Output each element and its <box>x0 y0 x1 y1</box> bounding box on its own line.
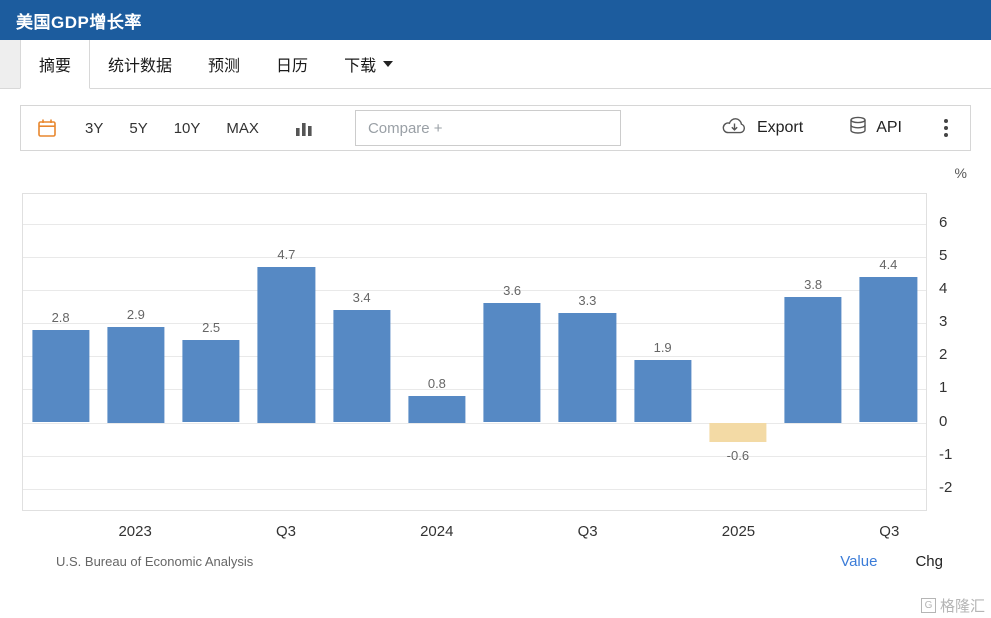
series-toggle: Value Chg <box>840 553 943 570</box>
bar[interactable] <box>257 266 315 423</box>
range-10y-button[interactable]: 10Y <box>173 119 201 137</box>
bar-value-label: 2.9 <box>126 306 145 322</box>
bar-value-label: 2.5 <box>202 319 221 335</box>
x-axis-label: Q3 <box>879 523 900 540</box>
bar[interactable] <box>859 276 917 423</box>
bar-value-label: 0.8 <box>427 376 446 392</box>
gridline <box>23 256 926 258</box>
chart-footer: U.S. Bureau of Economic Analysis Value C… <box>22 549 969 570</box>
tab-summary[interactable]: 摘要 <box>20 40 91 89</box>
bar[interactable] <box>483 303 541 423</box>
x-axis: 2023 Q3 2024 Q3 2025 Q3 <box>22 511 927 549</box>
y-tick-label: 1 <box>939 379 948 397</box>
bar-value-label: 3.3 <box>578 293 597 309</box>
bar-value-label: 4.7 <box>277 246 296 262</box>
bar-value-label: 4.4 <box>879 256 898 272</box>
gridline <box>23 223 926 225</box>
tab-bar: 摘要 统计数据 预测 日历 下载 <box>0 40 991 89</box>
database-icon <box>849 116 867 141</box>
tab-download[interactable]: 下载 <box>326 40 411 88</box>
tab-label: 预测 <box>208 58 241 75</box>
tab-statistics[interactable]: 统计数据 <box>90 40 190 88</box>
bar-value-label: 3.8 <box>804 276 823 292</box>
y-tick-label: 5 <box>939 246 948 264</box>
gridline <box>23 389 926 391</box>
bar-value-label: 2.8 <box>51 309 70 325</box>
y-tick-label: 0 <box>939 412 948 430</box>
window-titlebar: 美国GDP增长率 <box>0 0 991 40</box>
range-3y-button[interactable]: 3Y <box>85 119 104 137</box>
bar[interactable] <box>182 339 240 423</box>
y-tick-label: -1 <box>939 445 953 463</box>
gridline <box>23 356 926 358</box>
data-source-label: U.S. Bureau of Economic Analysis <box>56 554 254 569</box>
range-max-button[interactable]: MAX <box>226 119 259 137</box>
gelonghui-logo-icon: G <box>920 598 936 613</box>
bar[interactable] <box>558 313 616 423</box>
api-label: API <box>876 119 902 136</box>
bar[interactable] <box>784 296 842 423</box>
tab-bar-left-gutter <box>0 40 20 88</box>
bar-value-label: 3.4 <box>352 289 371 305</box>
tab-label: 统计数据 <box>108 58 173 75</box>
chart-toolbar: 3Y 5Y 10Y MAX Export <box>20 105 971 151</box>
compare-field-wrap <box>354 110 621 146</box>
bar[interactable] <box>32 329 90 423</box>
chg-toggle-link[interactable]: Chg <box>915 553 943 570</box>
tab-calendar[interactable]: 日历 <box>258 40 326 88</box>
x-axis-label: 2023 <box>118 523 152 540</box>
export-label: Export <box>756 119 804 136</box>
column-chart-icon[interactable] <box>295 120 313 136</box>
bar[interactable] <box>107 326 165 423</box>
kebab-menu-icon[interactable] <box>938 113 954 143</box>
caret-down-icon <box>383 61 394 67</box>
gridline <box>23 290 926 292</box>
y-tick-label: 4 <box>939 280 948 298</box>
x-axis-label: 2025 <box>721 523 756 540</box>
bar[interactable] <box>408 396 466 423</box>
bar-value-label: 1.9 <box>653 339 672 355</box>
gridline <box>23 422 926 424</box>
api-button[interactable]: API <box>849 116 902 141</box>
cloud-download-icon <box>721 116 748 141</box>
y-axis: 6 5 4 3 2 1 0 -1 -2 <box>927 193 969 511</box>
y-tick-label: 6 <box>939 213 948 231</box>
value-toggle-link[interactable]: Value <box>840 553 878 570</box>
tab-label: 下载 <box>344 58 377 75</box>
x-axis-label: 2024 <box>420 523 454 540</box>
calendar-icon[interactable] <box>37 118 57 138</box>
y-tick-label: 2 <box>939 346 948 364</box>
bar-value-label: 3.6 <box>503 283 522 299</box>
chart-section: % 2.8 2.9 2.5 4.7 3.4 0.8 3.6 3.3 1.9 -0.6 3.8 4.4 … <box>0 151 991 570</box>
y-axis-unit-label: % <box>954 165 967 181</box>
bar[interactable] <box>634 359 692 423</box>
compare-input[interactable] <box>354 110 621 146</box>
x-axis-label: Q3 <box>577 523 598 540</box>
gridline <box>23 455 926 457</box>
gridline <box>23 488 926 490</box>
tab-label: 摘要 <box>39 58 72 75</box>
tab-forecast[interactable]: 预测 <box>190 40 258 88</box>
page-title: 美国GDP增长率 <box>16 12 142 32</box>
tab-label: 日历 <box>276 58 309 75</box>
x-axis-label: Q3 <box>275 523 296 540</box>
bar-value-label: -0.6 <box>726 448 750 464</box>
export-button[interactable]: Export <box>721 116 803 141</box>
chart-grid: 2.8 2.9 2.5 4.7 3.4 0.8 3.6 3.3 1.9 -0.6 3.8 4.4 6 5… <box>22 193 969 511</box>
y-tick-label: -2 <box>939 478 953 496</box>
bar[interactable] <box>709 422 767 443</box>
y-tick-label: 3 <box>939 313 948 331</box>
gelonghui-watermark: G 格隆汇 <box>920 595 985 616</box>
gridline <box>23 323 926 325</box>
range-5y-button[interactable]: 5Y <box>129 119 148 137</box>
watermark-text: 格隆汇 <box>939 598 985 615</box>
plot-area: 2.8 2.9 2.5 4.7 3.4 0.8 3.6 3.3 1.9 -0.6 3.8 4.4 <box>22 193 927 511</box>
range-selector: 3Y 5Y 10Y MAX <box>85 120 259 137</box>
bar[interactable] <box>333 309 391 423</box>
